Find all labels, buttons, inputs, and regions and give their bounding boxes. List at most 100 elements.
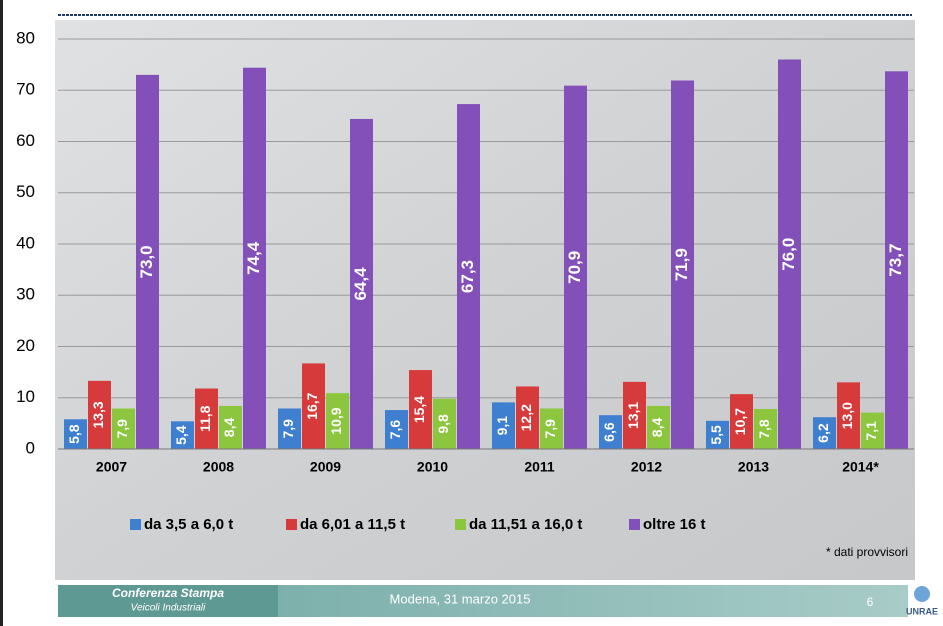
legend-label: da 6,01 a 11,5 t [300, 516, 405, 533]
bar [136, 74, 159, 449]
y-tick-label: 10 [16, 387, 35, 406]
bar [837, 382, 860, 449]
bar [599, 415, 622, 449]
bar [302, 363, 325, 449]
bar [326, 393, 349, 449]
x-tick-label: 2009 [310, 459, 341, 475]
bar [88, 380, 111, 449]
bar-value-label: 76,0 [779, 238, 798, 271]
logo-globe [914, 586, 930, 602]
bar-value-label: 6,6 [601, 422, 617, 442]
bar [433, 398, 456, 449]
bar-value-label: 10,7 [732, 408, 748, 435]
bar-value-label: 5,8 [66, 424, 82, 444]
x-tick-label: 2011 [524, 459, 555, 475]
legend-swatch [286, 519, 297, 530]
bar-value-label: 5,4 [173, 425, 189, 445]
x-tick-label: 2012 [631, 459, 662, 475]
y-tick-label: 80 [16, 28, 35, 47]
bar-value-label: 73,0 [137, 245, 156, 278]
bar [219, 405, 242, 449]
bar [243, 67, 266, 449]
bar-value-label: 9,8 [435, 414, 451, 434]
bar-value-label: 70,9 [565, 251, 584, 284]
bar [64, 419, 87, 449]
bar [350, 118, 373, 449]
bar [861, 412, 884, 449]
bar [623, 381, 646, 449]
y-tick-label: 70 [16, 80, 35, 99]
bar-value-label: 7,9 [542, 419, 558, 439]
legend-label: da 3,5 a 6,0 t [144, 516, 233, 533]
bar-value-label: 74,4 [244, 241, 263, 275]
legend-label: oltre 16 t [643, 516, 706, 533]
logo-text: UNRAE [906, 606, 938, 616]
x-tick-label: 2014* [842, 459, 879, 475]
bar [409, 370, 432, 449]
bar [457, 104, 480, 450]
bar [278, 408, 301, 449]
legend-swatch [455, 519, 466, 530]
footer-event: Conferenza Stampa [112, 586, 224, 600]
y-tick-label: 30 [16, 285, 35, 304]
bar [754, 409, 777, 449]
bar-value-label: 73,7 [886, 244, 905, 277]
bar-value-label: 7,9 [280, 419, 296, 439]
bar [778, 59, 801, 449]
bar [647, 405, 670, 449]
bar-value-label: 13,3 [90, 401, 106, 428]
bar-value-label: 8,4 [649, 418, 665, 438]
bar-value-label: 5,5 [708, 425, 724, 445]
x-tick-label: 2007 [96, 459, 127, 475]
footer-page: 6 [867, 595, 874, 609]
bar-value-label: 12,2 [518, 404, 534, 431]
bar-value-label: 11,8 [197, 405, 213, 432]
bar [730, 394, 753, 449]
bar [112, 408, 135, 449]
bar-value-label: 7,1 [863, 421, 879, 441]
bar [885, 71, 908, 449]
footer-box [58, 585, 278, 617]
bar [195, 388, 218, 449]
bar [813, 417, 836, 449]
bar-value-label: 71,9 [672, 248, 691, 281]
bar [540, 408, 563, 449]
y-tick-label: 20 [16, 336, 35, 355]
x-tick-label: 2008 [203, 459, 234, 475]
bar [564, 85, 587, 449]
bar-value-label: 9,1 [494, 416, 510, 436]
bar-value-label: 16,7 [304, 392, 320, 419]
legend-label: da 11,51 a 16,0 t [469, 516, 582, 533]
bar-value-label: 7,6 [387, 420, 403, 440]
bar-value-label: 7,9 [114, 419, 130, 439]
y-tick-label: 40 [16, 233, 35, 252]
bar-value-label: 15,4 [411, 396, 427, 423]
bar-value-label: 13,1 [625, 402, 641, 429]
footer-subtitle: Veicoli Industriali [131, 603, 206, 614]
bar-value-label: 8,4 [221, 418, 237, 438]
bar [516, 386, 539, 449]
bar [706, 420, 729, 449]
bar-value-label: 13,0 [839, 402, 855, 429]
bar-value-label: 67,3 [458, 260, 477, 293]
y-tick-label: 60 [16, 131, 35, 150]
bar-value-label: 6,2 [815, 423, 831, 443]
photo-background [55, 20, 915, 580]
x-tick-label: 2010 [417, 459, 448, 475]
note: * dati provvisori [826, 545, 908, 559]
bar-value-label: 10,9 [328, 407, 344, 434]
x-tick-label: 2013 [738, 459, 769, 475]
bar [385, 410, 408, 449]
legend-swatch [130, 519, 141, 530]
bar [492, 402, 515, 449]
bar [171, 421, 194, 449]
bar [671, 80, 694, 449]
footer-place-date: Modena, 31 marzo 2015 [390, 591, 531, 606]
bar-value-label: 64,4 [351, 267, 370, 301]
y-tick-label: 0 [26, 438, 35, 457]
y-tick-label: 50 [16, 182, 35, 201]
bar-value-label: 7,8 [756, 419, 772, 439]
left-border [0, 0, 3, 626]
legend-swatch [629, 519, 640, 530]
